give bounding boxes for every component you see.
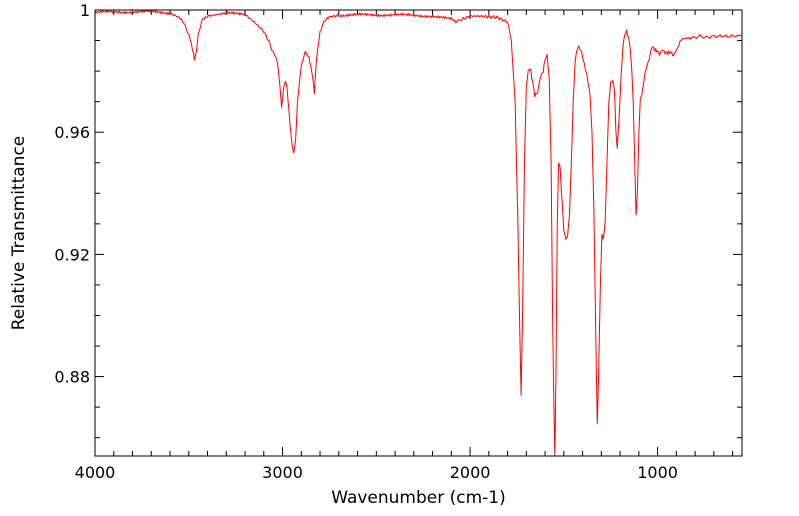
x-tick-label: 2000 [450, 463, 491, 482]
y-tick-label: 0.92 [54, 245, 90, 264]
y-tick-label: 0.96 [54, 123, 90, 142]
plot-area [95, 10, 742, 456]
y-tick-label: 1 [80, 1, 90, 20]
y-tick-label: 0.88 [54, 368, 90, 387]
x-tick-label: 4000 [75, 463, 116, 482]
spectrum-line [95, 10, 742, 456]
plot-frame [94, 9, 743, 457]
x-tick-label: 1000 [637, 463, 678, 482]
y-axis-title: Relative Transmittance [9, 136, 29, 331]
x-tick-label: 3000 [262, 463, 303, 482]
tick-labels: 4000 3000 2000 1000 1 0.96 0.92 0.88 [54, 1, 678, 482]
x-axis-title: Wavenumber (cm-1) [331, 488, 506, 508]
tick-marks [94, 9, 742, 456]
